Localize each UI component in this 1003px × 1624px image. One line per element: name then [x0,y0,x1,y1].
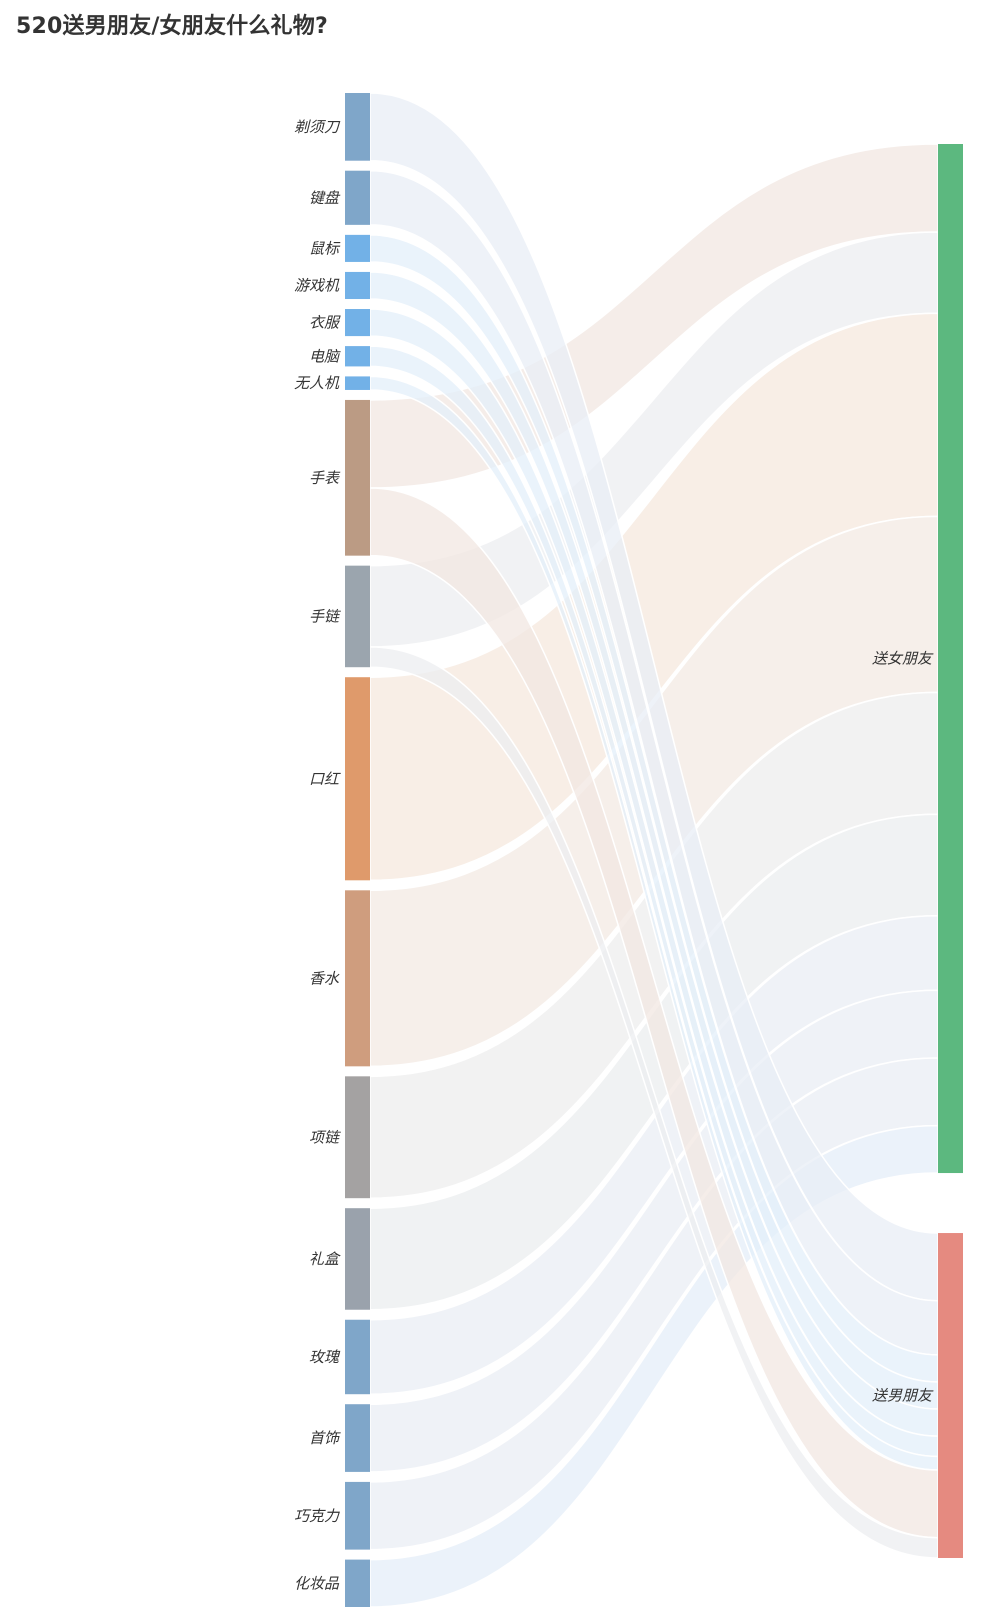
source-node[interactable] [345,890,370,1067]
source-node[interactable] [345,1481,370,1550]
source-node[interactable] [345,565,370,668]
source-node[interactable] [345,234,370,262]
source-node[interactable] [345,346,370,367]
source-node[interactable] [345,309,370,337]
source-node[interactable] [345,93,370,161]
target-node[interactable] [938,1233,963,1558]
source-node[interactable] [345,1076,370,1199]
source-node-label: 口红 [309,770,341,788]
source-node-label: 首饰 [309,1429,341,1447]
source-node-label: 项链 [309,1128,342,1146]
source-node-label: 手链 [309,607,342,625]
source-node-label: 键盘 [309,189,341,207]
chart-title: 520送男朋友/女朋友什么礼物? [16,14,328,39]
source-node-label: 剃须刀 [294,118,341,136]
source-node[interactable] [345,1559,370,1607]
source-node[interactable] [345,399,370,556]
target-node-label: 送男朋友 [872,1387,934,1405]
source-node-label: 玫瑰 [309,1348,341,1366]
source-node-label: 电脑 [309,347,341,365]
source-node-label: 游戏机 [294,276,340,294]
target-node[interactable] [938,144,963,1174]
source-node-label: 手表 [309,469,341,487]
source-node-label: 巧克力 [294,1507,340,1525]
source-node[interactable] [345,376,370,390]
source-node[interactable] [345,1319,370,1395]
source-node[interactable] [345,170,370,225]
sankey-nodes [345,93,963,1607]
source-node-label: 香水 [309,969,340,987]
sankey-links [369,92,939,1608]
source-node[interactable] [345,1208,370,1310]
target-node-label: 送女朋友 [872,650,934,668]
source-node[interactable] [345,677,370,881]
source-node-label: 化妆品 [294,1574,340,1592]
source-node-label: 礼盒 [309,1250,341,1268]
source-node-label: 鼠标 [309,239,341,257]
source-node[interactable] [345,1404,370,1472]
source-node[interactable] [345,271,370,300]
source-node-label: 无人机 [294,374,340,392]
source-node-label: 衣服 [309,314,341,332]
